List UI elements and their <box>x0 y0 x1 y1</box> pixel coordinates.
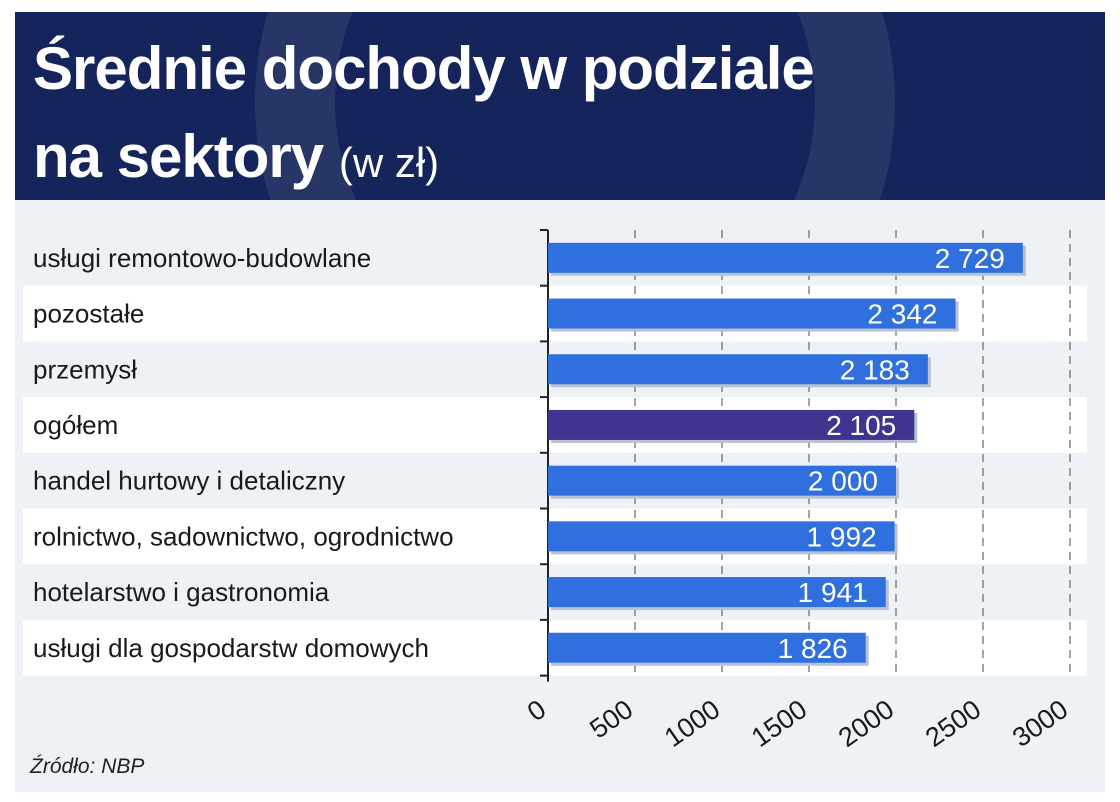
x-tick-label: 2500 <box>920 694 986 753</box>
bar <box>548 298 956 329</box>
bar <box>548 242 1023 273</box>
decorative-ring <box>255 12 895 200</box>
category-label: usługi remontowo-budowlane <box>33 243 371 273</box>
x-tick-label: 0 <box>522 694 552 727</box>
category-label: przemysł <box>33 354 137 384</box>
x-tick-label: 1000 <box>659 694 725 753</box>
header: Średnie dochody w podziale na sektory (w… <box>15 12 1105 200</box>
bar-chart: usługi remontowo-budowlane 2 729 pozostałe… <box>23 229 1087 753</box>
x-tick-label: 3000 <box>1007 694 1073 753</box>
value-label: 2 342 <box>867 299 937 330</box>
value-label: 1 992 <box>807 521 877 552</box>
source-note: Źródło: NBP <box>30 755 145 778</box>
category-label: usługi dla gospodarstw domowych <box>33 633 429 663</box>
bar <box>548 577 886 608</box>
value-label: 2 000 <box>808 466 878 497</box>
title-unit: (w zł) <box>338 139 440 186</box>
x-tick-label: 1500 <box>746 694 812 753</box>
title-line-1: Średnie dochody w podziale <box>33 35 815 102</box>
value-label: 1 826 <box>778 633 848 664</box>
bar <box>548 465 896 496</box>
bar <box>548 409 915 440</box>
chart-panel: usługi remontowo-budowlane 2 729 pozostałe… <box>15 200 1105 792</box>
category-label: ogółem <box>33 410 118 440</box>
category-label: pozostałe <box>33 299 144 329</box>
category-label: hotelarstwo i gastronomia <box>33 577 330 607</box>
value-label: 2 105 <box>826 410 896 441</box>
x-tick-label: 500 <box>584 694 638 744</box>
x-tick-label: 2000 <box>833 694 899 753</box>
value-label: 1 941 <box>798 577 868 608</box>
title-line-2: na sektory (w zł) <box>33 122 439 198</box>
category-label: handel hurtowy i detaliczny <box>33 466 345 496</box>
value-label: 2 729 <box>935 243 1005 274</box>
bar <box>548 632 866 663</box>
bar <box>548 521 895 552</box>
value-label: 2 183 <box>840 354 910 385</box>
bar <box>548 354 928 385</box>
category-label: rolnictwo, sadownictwo, ogrodnictwo <box>33 521 454 551</box>
title-main: na sektory <box>33 123 324 190</box>
